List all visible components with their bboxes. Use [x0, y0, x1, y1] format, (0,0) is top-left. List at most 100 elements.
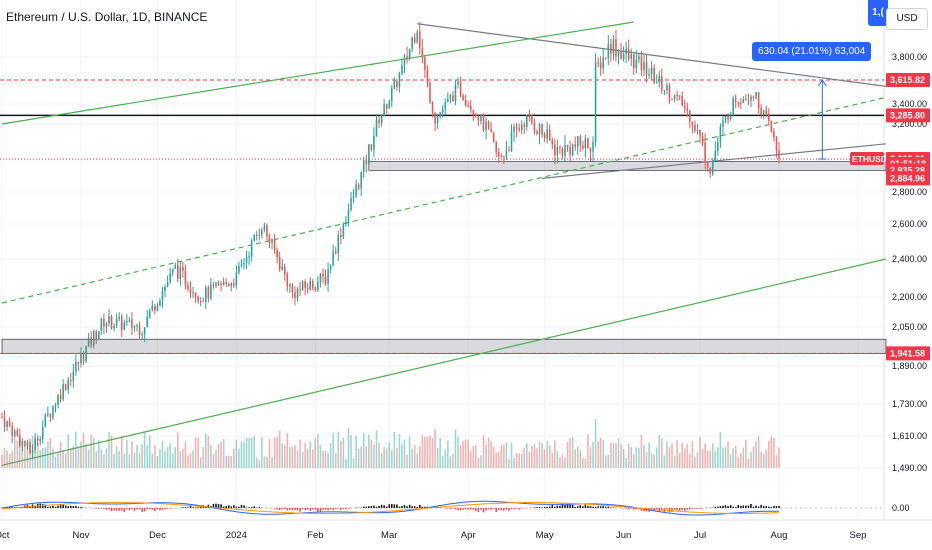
volume-bar: [704, 443, 706, 468]
macd-hist-bar: [273, 508, 276, 509]
macd-hist-bar: [533, 507, 536, 508]
candle-body: [413, 37, 416, 43]
volume-bar: [722, 447, 724, 468]
candle-body: [477, 116, 480, 121]
ticker-badge: [850, 151, 884, 165]
macd-hist-bar: [67, 506, 70, 508]
price-badge-label: 3,285.80: [890, 110, 925, 120]
macd-hist-bar: [250, 507, 253, 508]
candle-body: [429, 82, 431, 103]
candle-body: [556, 147, 559, 156]
candle-body: [352, 196, 355, 198]
macd-hist-bar: [770, 506, 773, 508]
volume-bar: [449, 456, 452, 468]
macd-hist-bar: [757, 506, 760, 508]
macd-hist-bar: [762, 506, 765, 508]
macd-hist-bar: [449, 508, 452, 510]
candle-body: [360, 171, 362, 189]
volume-bar: [171, 453, 174, 468]
volume-bar: [436, 447, 439, 468]
candle-body: [510, 132, 513, 152]
volume-bar: [617, 438, 620, 468]
candle-body: [49, 413, 52, 418]
volume-bar: [556, 451, 559, 468]
volume-bar: [663, 455, 666, 468]
candle-body: [408, 48, 411, 60]
volume-bar: [217, 443, 220, 468]
volume-bar: [719, 432, 722, 468]
candle-body: [500, 156, 503, 158]
candle-body: [278, 257, 281, 270]
volume-bar: [299, 439, 301, 468]
volume-bar: [564, 457, 566, 468]
volume-bar: [485, 444, 487, 468]
volume-bar: [212, 454, 215, 468]
candle-body: [717, 142, 719, 151]
volume-bar: [515, 453, 518, 468]
candle-body: [691, 121, 694, 126]
volume-bar: [146, 445, 149, 468]
volume-bar: [454, 429, 457, 468]
volume-bar: [683, 448, 686, 468]
macd-hist-bar: [390, 503, 393, 508]
volume-bar: [487, 437, 490, 468]
macd-hist-bar: [683, 508, 686, 511]
candle-body: [250, 240, 253, 257]
candle-body: [485, 121, 487, 130]
macd-hist-bar: [469, 508, 472, 510]
macd-hist-bar: [413, 506, 416, 508]
candle-body: [350, 197, 352, 210]
candle-body: [714, 150, 717, 161]
candle-body: [503, 156, 505, 158]
candle-body: [768, 113, 770, 121]
candle-body: [587, 138, 589, 149]
macd-tick-label: 0.00: [892, 503, 910, 513]
volume-bar: [469, 451, 472, 468]
candle-body: [342, 224, 345, 238]
candle-body: [449, 95, 452, 99]
candle-body: [44, 415, 47, 428]
price-badge: [886, 73, 930, 88]
volume-bar: [666, 441, 668, 468]
macd-line: [1, 500, 779, 516]
volume-bar: [72, 445, 75, 468]
volume-bar: [681, 442, 683, 468]
volume-bar: [34, 454, 36, 468]
candle-body: [444, 101, 447, 110]
volume-bar: [765, 449, 768, 468]
candle-body: [729, 114, 732, 120]
macd-hist-bar: [752, 506, 755, 508]
volume-bar: [757, 436, 760, 468]
candle-body: [582, 145, 584, 149]
candle-body: [39, 438, 42, 441]
candle-body: [169, 272, 171, 283]
candle-body: [737, 102, 740, 104]
candle-body: [531, 117, 533, 123]
trendline: [542, 143, 887, 179]
macd-hist-bar: [120, 508, 123, 511]
volume-bar: [441, 455, 444, 468]
candle-body: [3, 417, 6, 428]
candle-body: [8, 421, 11, 426]
candle-body: [47, 413, 49, 416]
candle-body: [103, 318, 105, 327]
macd-hist-bar: [500, 508, 503, 511]
volume-bar: [633, 454, 635, 468]
candle-body: [133, 326, 136, 328]
volume-bar: [13, 435, 16, 468]
candle-body: [95, 331, 98, 340]
macd-hist-bar: [276, 508, 278, 510]
macd-hist-bar: [291, 508, 294, 511]
macd-hist-bar: [485, 508, 487, 511]
candle-body: [694, 125, 696, 131]
volume-bar: [452, 454, 454, 468]
volume-bar: [49, 437, 52, 468]
volume-bar: [365, 446, 368, 468]
macd-hist-bar: [673, 508, 676, 510]
currency-badge[interactable]: USD: [886, 8, 928, 30]
macd-hist-bar: [373, 505, 375, 508]
volume-bar: [87, 449, 90, 468]
volume-bar: [520, 453, 523, 468]
macd-hist-bar: [159, 508, 161, 511]
